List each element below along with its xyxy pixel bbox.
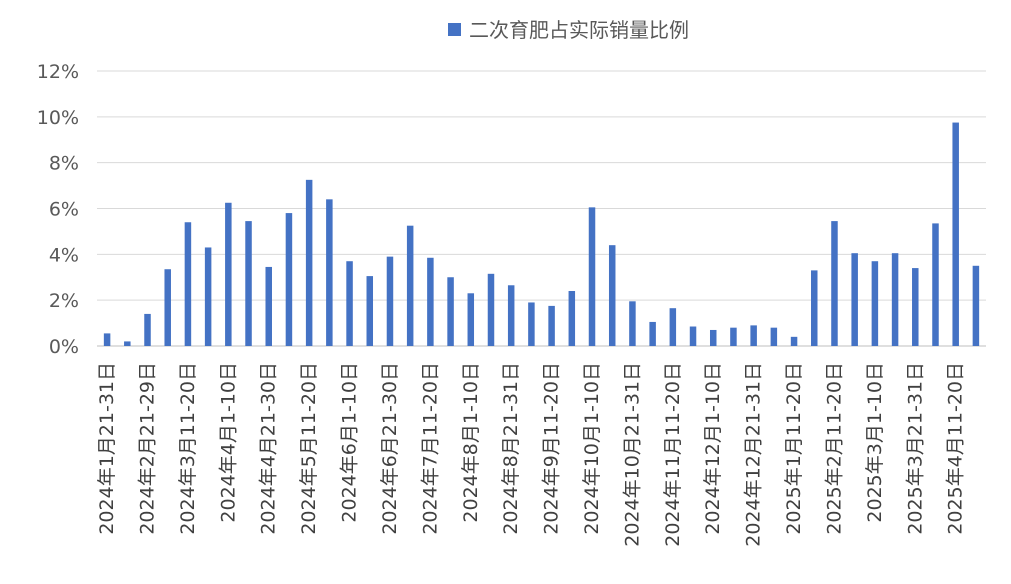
y-tick-label: 8% bbox=[49, 153, 79, 175]
x-tick-label: 2025年3月1-10日 bbox=[864, 362, 886, 523]
bar bbox=[507, 285, 515, 346]
bar bbox=[629, 301, 636, 346]
bar bbox=[447, 277, 454, 346]
bar bbox=[689, 326, 697, 346]
x-tick-label: 2024年6月1-10日 bbox=[339, 362, 361, 523]
bar bbox=[225, 202, 232, 346]
bar bbox=[245, 221, 252, 346]
x-tick-label: 2024年10月1-10日 bbox=[581, 362, 603, 535]
bar bbox=[386, 256, 394, 347]
bar bbox=[972, 265, 980, 346]
bar bbox=[366, 276, 374, 346]
x-tick-label: 2024年10月21-31日 bbox=[621, 362, 643, 547]
bar bbox=[669, 308, 677, 346]
bar bbox=[730, 327, 737, 346]
bar bbox=[548, 305, 555, 346]
legend: 二次育肥占实际销量比例 bbox=[448, 18, 689, 42]
y-tick-label: 4% bbox=[49, 244, 79, 266]
bar bbox=[770, 327, 778, 346]
x-tick-label: 2024年2月21-29日 bbox=[137, 362, 159, 535]
bar bbox=[568, 291, 576, 346]
bar bbox=[750, 325, 757, 347]
x-tick-label: 2024年11月11-20日 bbox=[662, 362, 684, 547]
bar bbox=[811, 270, 818, 347]
y-tick-label: 10% bbox=[37, 107, 79, 129]
y-tick-label: 0% bbox=[49, 336, 79, 358]
x-tick-label: 2024年4月1-10日 bbox=[217, 362, 239, 523]
y-axis-ticks: 0% 2% 4% 6% 8% 10% 12% bbox=[37, 61, 79, 358]
bar bbox=[588, 207, 596, 346]
x-tick-label: 2024年4月21-30日 bbox=[258, 362, 280, 535]
x-tick-label: 2024年5月11-20日 bbox=[298, 362, 320, 535]
bar bbox=[326, 199, 333, 346]
legend-swatch bbox=[448, 23, 461, 36]
bar bbox=[406, 225, 414, 346]
bar bbox=[871, 261, 879, 346]
x-tick-label: 2024年6月21-30日 bbox=[379, 362, 401, 535]
bar bbox=[305, 179, 313, 346]
x-tick-label: 2024年12月1-10日 bbox=[702, 362, 724, 535]
x-tick-label: 2024年9月11-20日 bbox=[541, 362, 563, 535]
bar bbox=[103, 333, 111, 346]
x-tick-label: 2024年1月21-31日 bbox=[96, 362, 118, 535]
bar bbox=[265, 266, 272, 346]
x-axis-ticks: 2024年1月21-31日 2024年2月21-29日 2024年3月11-20日 2… bbox=[96, 362, 967, 547]
bar bbox=[912, 268, 919, 346]
bar bbox=[144, 313, 151, 346]
x-tick-label: 2024年12月21-31日 bbox=[743, 362, 765, 547]
x-tick-label: 2025年4月11-20日 bbox=[945, 362, 967, 535]
bar bbox=[467, 293, 475, 346]
bar bbox=[427, 257, 434, 346]
bar bbox=[124, 341, 131, 346]
gridlines bbox=[97, 70, 986, 347]
y-tick-label: 12% bbox=[37, 61, 79, 83]
bar bbox=[709, 329, 717, 346]
x-tick-label: 2025年2月11-20日 bbox=[823, 362, 845, 535]
x-tick-label: 2024年7月11-20日 bbox=[419, 362, 441, 535]
bar bbox=[487, 273, 495, 346]
bar bbox=[608, 245, 616, 346]
x-tick-label: 2024年3月11-20日 bbox=[177, 362, 199, 535]
bar bbox=[649, 321, 656, 346]
bar bbox=[851, 253, 858, 346]
bar bbox=[285, 213, 293, 346]
bar bbox=[346, 261, 353, 346]
bar bbox=[932, 223, 939, 346]
x-tick-label: 2024年8月1-10日 bbox=[460, 362, 482, 523]
legend-label: 二次育肥占实际销量比例 bbox=[469, 18, 689, 42]
y-tick-label: 6% bbox=[49, 199, 79, 221]
bar bbox=[891, 253, 899, 346]
bar bbox=[831, 221, 838, 346]
bar bbox=[184, 222, 192, 346]
bars bbox=[103, 122, 980, 347]
bar bbox=[528, 302, 535, 346]
x-tick-label: 2024年8月21-31日 bbox=[500, 362, 522, 535]
x-tick-label: 2025年1月11-20日 bbox=[783, 362, 805, 535]
bar bbox=[204, 247, 212, 346]
bar bbox=[790, 336, 798, 346]
y-tick-label: 2% bbox=[49, 290, 79, 312]
bar bbox=[952, 122, 959, 346]
bar bbox=[164, 269, 171, 346]
x-tick-label: 2025年3月21-31日 bbox=[904, 362, 926, 535]
